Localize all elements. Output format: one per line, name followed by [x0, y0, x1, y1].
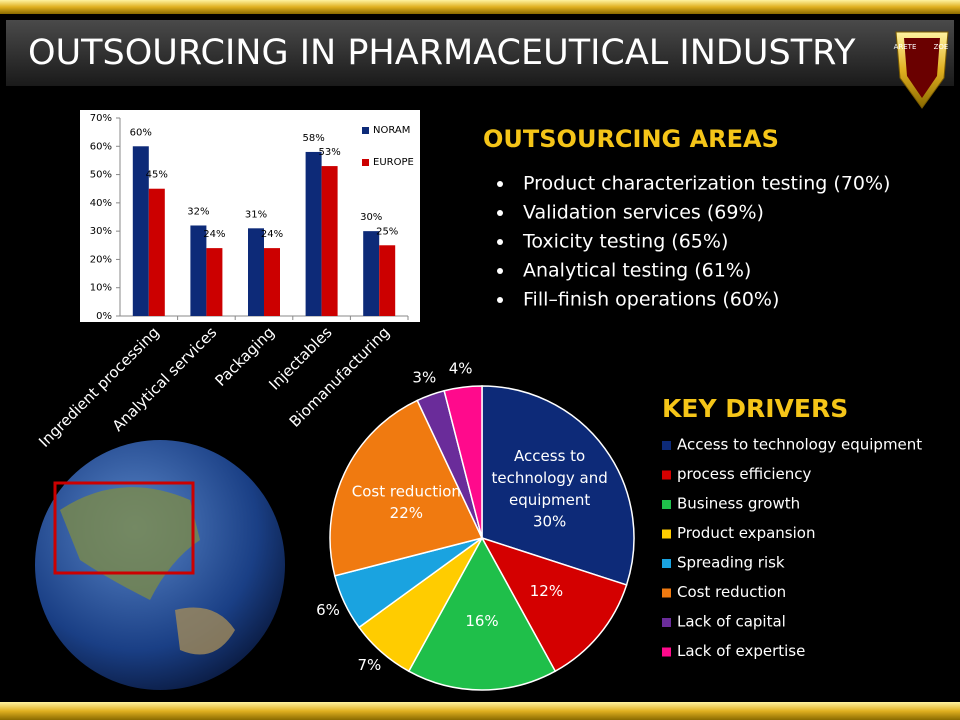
pie-slice — [329, 399, 484, 577]
legend-label: Cost reduction — [677, 583, 786, 601]
value-label: 30% — [360, 212, 382, 223]
pie-chart: Access to technology and equipment 30% 12% 16… — [316, 360, 922, 691]
bar — [148, 188, 165, 316]
y-tick-label: 50% — [90, 170, 112, 181]
value-label: 24% — [261, 229, 283, 240]
legend-label: process efficiency — [677, 465, 812, 483]
slide-title: OUTSOURCING IN PHARMACEUTICAL INDUSTRY — [28, 33, 856, 73]
pie-slice — [443, 385, 483, 539]
legend-label: Lack of expertise — [677, 642, 805, 660]
top-border — [0, 0, 960, 14]
bullet — [497, 297, 503, 303]
slice-label-line: equipment — [509, 490, 590, 508]
legend-label: EUROPE — [373, 157, 414, 168]
legend-swatch — [662, 618, 671, 627]
pie-slice — [407, 536, 557, 691]
logo-inner — [904, 38, 940, 98]
legend-label: Business growth — [677, 495, 800, 513]
bullet — [497, 268, 503, 274]
slice-value-label: 3% — [412, 368, 436, 386]
bar — [132, 146, 149, 316]
legend-label: Product expansion — [677, 524, 815, 542]
bar — [190, 225, 207, 316]
bar — [363, 231, 380, 316]
bar — [248, 228, 264, 316]
legend-label: NORAM — [373, 125, 410, 136]
bar — [321, 166, 338, 316]
bullet — [497, 239, 503, 245]
globe-highlight — [53, 481, 195, 575]
slice-value-label: 30% — [533, 512, 566, 530]
value-label: 24% — [203, 229, 225, 240]
y-tick-label: 70% — [90, 113, 112, 124]
y-tick-label: 60% — [90, 141, 112, 152]
slice-label: Cost reduction — [352, 482, 461, 500]
slice-value-label: 7% — [358, 656, 382, 674]
value-label: 45% — [146, 170, 168, 181]
bar-chart: 0%10%20%30%40%50%60%70%Ingredient proces… — [35, 110, 420, 451]
areas-heading: OUTSOURCING AREAS — [483, 125, 779, 153]
legend-swatch — [662, 588, 671, 598]
legend-label: Lack of capital — [677, 613, 786, 631]
y-tick-label: 20% — [90, 254, 112, 265]
bullet — [497, 210, 503, 216]
globe-land — [175, 607, 235, 655]
value-label: 58% — [302, 133, 324, 144]
logo-text: ARETE — [894, 43, 917, 51]
y-tick-label: 0% — [96, 311, 112, 322]
slice-value-label: 6% — [316, 601, 340, 619]
area-item: Product characterization testing (70%) — [523, 173, 890, 195]
x-tick-label: Biomanufacturing — [286, 323, 393, 430]
slice-value-label: 12% — [530, 582, 563, 600]
slice-value-label: 16% — [465, 612, 498, 630]
value-label: 60% — [130, 127, 152, 138]
y-tick-label: 40% — [90, 198, 112, 209]
bar — [379, 245, 396, 316]
area-item: Fill–finish operations (60%) — [523, 289, 779, 311]
slice-label-line: Cost reduction — [352, 482, 461, 500]
legend-label: Access to technology equipment — [677, 436, 922, 454]
bar — [305, 151, 322, 316]
bullet — [497, 181, 503, 187]
legend-swatch — [662, 529, 671, 539]
bottom-border — [0, 702, 960, 720]
slice-value-label: 22% — [390, 504, 423, 522]
value-label: 31% — [245, 209, 267, 220]
legend-label: Spreading risk — [677, 554, 785, 572]
legend-swatch — [662, 559, 671, 568]
slice-value-label: 4% — [449, 360, 473, 378]
x-tick-label: Analytical services — [109, 323, 221, 435]
legend-swatch — [362, 159, 369, 166]
area-item: Toxicity testing (65%) — [522, 231, 728, 253]
legend-swatch — [362, 127, 369, 134]
area-item: Validation services (69%) — [523, 202, 764, 224]
area-item: Analytical testing (61%) — [523, 260, 751, 282]
value-label: 32% — [187, 206, 209, 217]
value-label: 25% — [376, 226, 398, 237]
slice-label-line: technology and — [491, 468, 607, 486]
legend-title: KEY DRIVERS — [662, 394, 848, 423]
y-tick-label: 30% — [90, 226, 112, 237]
legend-swatch — [662, 500, 671, 509]
y-tick-label: 10% — [90, 283, 112, 294]
slice-label-line: Access to — [514, 446, 585, 464]
value-label: 53% — [318, 147, 340, 158]
globe — [35, 440, 285, 690]
legend-swatch — [662, 647, 671, 657]
legend-swatch — [662, 470, 671, 480]
legend-swatch — [662, 441, 671, 450]
bar — [264, 248, 280, 316]
slice-label: Access to technology and equipment — [491, 446, 607, 508]
logo-text: ZOE — [934, 43, 949, 51]
pie-slice — [480, 536, 628, 673]
pie-slice — [481, 385, 635, 586]
title-bar — [6, 20, 954, 86]
bar — [206, 248, 223, 316]
areas-list: Product characterization testing (70%) Va… — [497, 173, 890, 311]
